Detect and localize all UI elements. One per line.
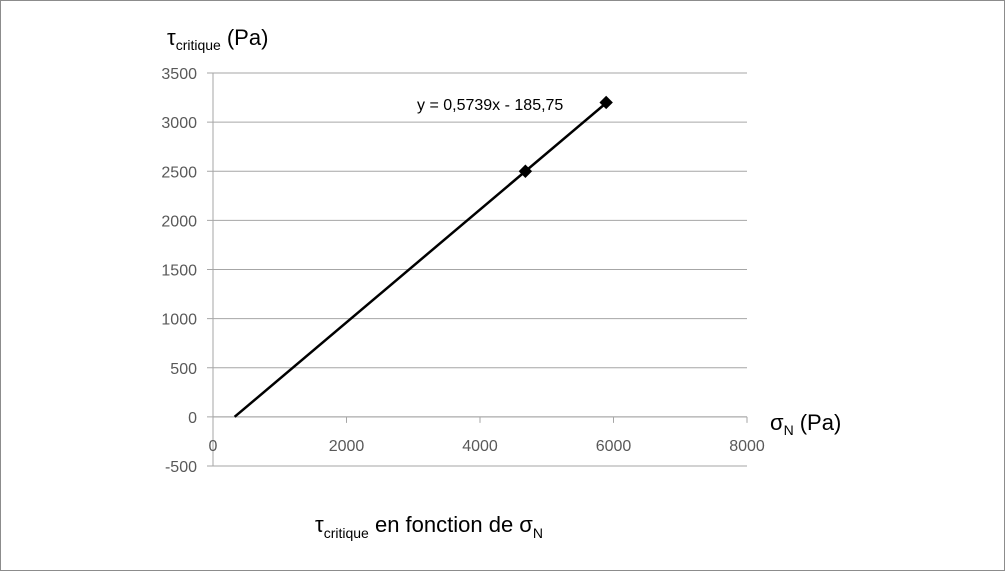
data-points bbox=[518, 95, 613, 178]
chart-title: τcritique en fonction de σN bbox=[315, 512, 543, 541]
y-tick-label: 2500 bbox=[161, 164, 197, 181]
chart-title-sub2: N bbox=[533, 525, 543, 541]
x-tick-label: 2000 bbox=[329, 438, 365, 455]
chart-title-sub: critique bbox=[324, 525, 369, 541]
chart-title-rest: en fonction de σ bbox=[369, 512, 533, 537]
trendline bbox=[233, 102, 607, 418]
data-point bbox=[518, 164, 533, 178]
x-tick-labels: 0 2000 4000 6000 8000 bbox=[209, 438, 765, 455]
y-tick-label: 500 bbox=[170, 361, 197, 378]
trendline-equation: y = 0,5739x - 185,75 bbox=[417, 97, 563, 114]
y-axis-label-unit: (Pa) bbox=[227, 25, 269, 50]
y-tick-label: -500 bbox=[165, 459, 197, 476]
x-axis-label: σN (Pa) bbox=[770, 410, 841, 438]
trendline-path bbox=[233, 102, 607, 418]
x-axis-label-main: σ bbox=[770, 410, 784, 435]
y-axis-label: τcritique (Pa) bbox=[167, 25, 268, 53]
x-axis-label-unit: (Pa) bbox=[800, 410, 842, 435]
chart-title-main: τ bbox=[315, 512, 324, 537]
axes bbox=[207, 72, 748, 467]
x-tick-label: 0 bbox=[209, 438, 218, 455]
x-tick-label: 6000 bbox=[596, 438, 632, 455]
y-tick-label: 1000 bbox=[161, 312, 197, 329]
x-tick-label: 8000 bbox=[729, 438, 765, 455]
y-tick-labels: -500 0 500 1000 1500 2000 2500 3000 3500 bbox=[161, 66, 197, 476]
data-point bbox=[599, 95, 613, 110]
y-axis-label-main: τ bbox=[167, 25, 176, 50]
y-tick-label: 3000 bbox=[161, 115, 197, 132]
y-tick-label: 0 bbox=[188, 410, 197, 427]
y-tick-label: 2000 bbox=[161, 213, 197, 230]
y-tick-label: 3500 bbox=[161, 66, 197, 83]
y-tick-label: 1500 bbox=[161, 263, 197, 280]
y-axis-label-sub: critique bbox=[176, 37, 221, 53]
x-axis-label-sub: N bbox=[784, 422, 794, 438]
x-tick-label: 4000 bbox=[462, 438, 498, 455]
grid-lines bbox=[213, 72, 747, 467]
